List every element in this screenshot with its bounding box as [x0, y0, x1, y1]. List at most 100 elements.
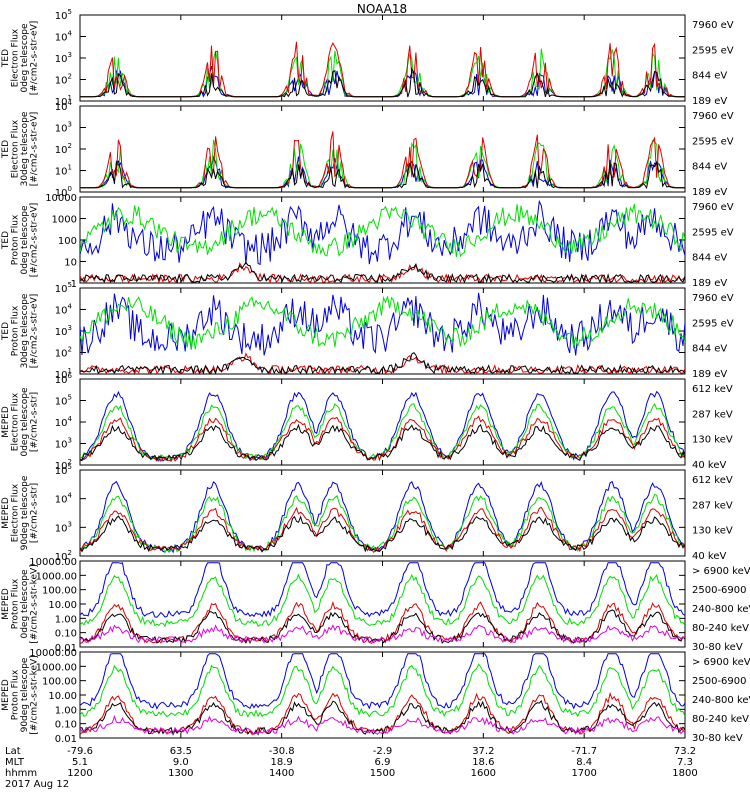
data-traces	[80, 41, 685, 98]
legend-entry: 240-800 keV	[692, 604, 750, 615]
y-axis-label-line: [#/cm2-s-str-eV]	[30, 203, 40, 278]
series-line-black	[80, 423, 685, 462]
y-axis-label-line: [#/cm2-s-str-eV]	[30, 294, 40, 369]
y-tick-label: 103	[55, 51, 72, 65]
x-tick-label-lat: -79.6	[67, 746, 93, 757]
legend-entry: 7960 eV	[692, 20, 734, 31]
series-line-black	[80, 261, 685, 283]
series-line-blue	[80, 65, 685, 98]
y-tick-label: 104	[55, 30, 73, 44]
legend-entry: 40 keV	[692, 460, 726, 471]
series-line-magenta	[80, 624, 685, 645]
legend-entry: 612 keV	[692, 475, 733, 486]
y-axis-label: MEPEDProton Flux0deg telescope[#/cm2-s-s…	[1, 564, 40, 643]
legend-entry: 7960 eV	[692, 293, 734, 304]
y-tick-label: 105	[55, 8, 72, 22]
panel-frame	[79, 105, 686, 193]
legend-entry: 287 keV	[692, 500, 733, 511]
y-axis-label: TEDElectron Flux0deg telescope[#/cm2-s-s…	[1, 21, 40, 96]
y-tick-label: 103	[55, 437, 72, 451]
x-tick-label-mlt: 8.4	[576, 757, 592, 768]
legend-entry: 2595 eV	[692, 227, 734, 238]
y-axis-label-line: MEPED	[1, 406, 11, 438]
x-tick-label-mlt: 6.9	[375, 757, 391, 768]
series-line-black	[80, 352, 685, 374]
y-tick-label: 104	[55, 492, 73, 506]
y-tick-label: 1.00	[55, 705, 77, 716]
x-tick-label-lat: -30.8	[269, 746, 295, 757]
y-axis-label-line: Electron Flux	[11, 392, 21, 451]
y-tick-label: 103	[55, 121, 72, 135]
y-axis-label-line: [#/cm2-s-str]	[30, 392, 40, 452]
legend-entry: 130 keV	[692, 435, 733, 446]
y-tick-label: 10.00	[48, 600, 77, 611]
panel-frame	[79, 651, 686, 739]
series-line-black	[80, 515, 685, 553]
y-tick-label: 1000.00	[36, 662, 77, 673]
series-line-blue	[80, 390, 685, 463]
y-tick-label: 1.00	[55, 614, 77, 625]
y-tick-label: 100.00	[42, 586, 77, 597]
y-tick-label: 105	[55, 463, 72, 477]
y-tick-label: 1	[71, 279, 77, 290]
x-tick-label-hhmm: 1600	[471, 768, 496, 779]
y-axis-label: MEPEDProton Flux90deg telescope[#/cm2-s-…	[1, 655, 40, 734]
panel-frame	[79, 378, 686, 466]
y-tick-label: 0.01	[55, 734, 77, 745]
series-line-blue	[80, 292, 685, 356]
y-axis-label-line: Proton Flux	[11, 669, 21, 720]
y-tick-label: 100	[58, 236, 77, 247]
legend-entry: 30-80 keV	[692, 733, 743, 744]
legend-entry: 2595 eV	[692, 136, 734, 147]
series-line-red	[80, 41, 685, 98]
legend-entry: 7960 eV	[692, 202, 734, 213]
y-axis-label-line: TED	[1, 322, 11, 341]
series-line-red	[80, 261, 685, 283]
legend-entry: 2595 eV	[692, 45, 734, 56]
panel-frame	[79, 14, 686, 102]
legend-entry: 844 eV	[692, 162, 727, 173]
y-tick-label: 1000.00	[36, 571, 77, 582]
y-axis-label-line: Electron Flux	[11, 483, 21, 542]
legend-entry: 80-240 keV	[692, 623, 749, 634]
y-axis-label-line: 0deg telescope	[20, 569, 30, 639]
y-tick-label: 100.00	[42, 677, 77, 688]
y-tick-label: 106	[55, 372, 73, 386]
y-tick-label: 104	[55, 415, 73, 429]
y-axis-label-line: [#/cm2-s-str-eV]	[30, 112, 40, 187]
y-tick-label: 102	[55, 73, 72, 87]
y-tick-label: 1000	[52, 215, 77, 226]
panel-frame	[79, 287, 686, 375]
y-tick-label: 101	[55, 164, 72, 178]
y-tick-label: 105	[55, 281, 72, 295]
y-axis-label: TEDProton Flux30deg telescope[#/cm2-s-st…	[1, 293, 40, 368]
legend-entry: 844 eV	[692, 344, 727, 355]
panel-7: 0.010.101.0010.00100.001000.0010000.00ME…	[1, 557, 750, 654]
legend-entry: 612 keV	[692, 384, 733, 395]
legend-entry: 2500-6900	[692, 676, 747, 687]
data-traces	[80, 480, 685, 554]
series-line-blue	[80, 653, 685, 710]
y-axis-label-line: TED	[1, 231, 11, 250]
y-tick-label: 0.10	[55, 629, 77, 640]
y-tick-label: 102	[55, 346, 72, 360]
series-line-green	[80, 295, 685, 350]
y-axis-label-line: [#/cm2-s-str-eV]	[30, 21, 40, 96]
series-line-blue	[80, 562, 685, 618]
legend-entry: 30-80 keV	[692, 642, 743, 653]
x-row-label: MLT	[5, 757, 25, 768]
y-tick-label: 10000.00	[29, 557, 77, 568]
legend-entry: 2595 eV	[692, 318, 734, 329]
x-tick-label-hhmm: 1800	[672, 768, 697, 779]
series-line-blue	[80, 199, 685, 266]
y-axis-label-line: MEPED	[1, 588, 11, 620]
y-axis-label: MEPEDElectron Flux0deg telescope[#/cm2-s…	[1, 387, 40, 457]
legend-entry: > 6900 keV	[692, 566, 750, 577]
x-tick-label-hhmm: 1500	[370, 768, 395, 779]
series-line-green	[80, 493, 685, 554]
